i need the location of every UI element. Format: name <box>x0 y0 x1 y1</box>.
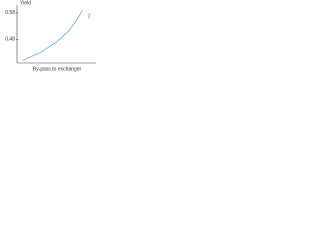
data-line <box>22 10 83 61</box>
x-axis-label: By-pass to exchanger <box>33 66 82 72</box>
chart: Yield By-pass to exchanger 0.48 0.58 7 <box>5 0 96 72</box>
y-axis-label: Yield <box>20 0 31 6</box>
y-tick-label: 0.48 <box>5 37 15 43</box>
series-label: 7 <box>88 15 91 21</box>
y-tick-label: 0.58 <box>5 10 15 16</box>
